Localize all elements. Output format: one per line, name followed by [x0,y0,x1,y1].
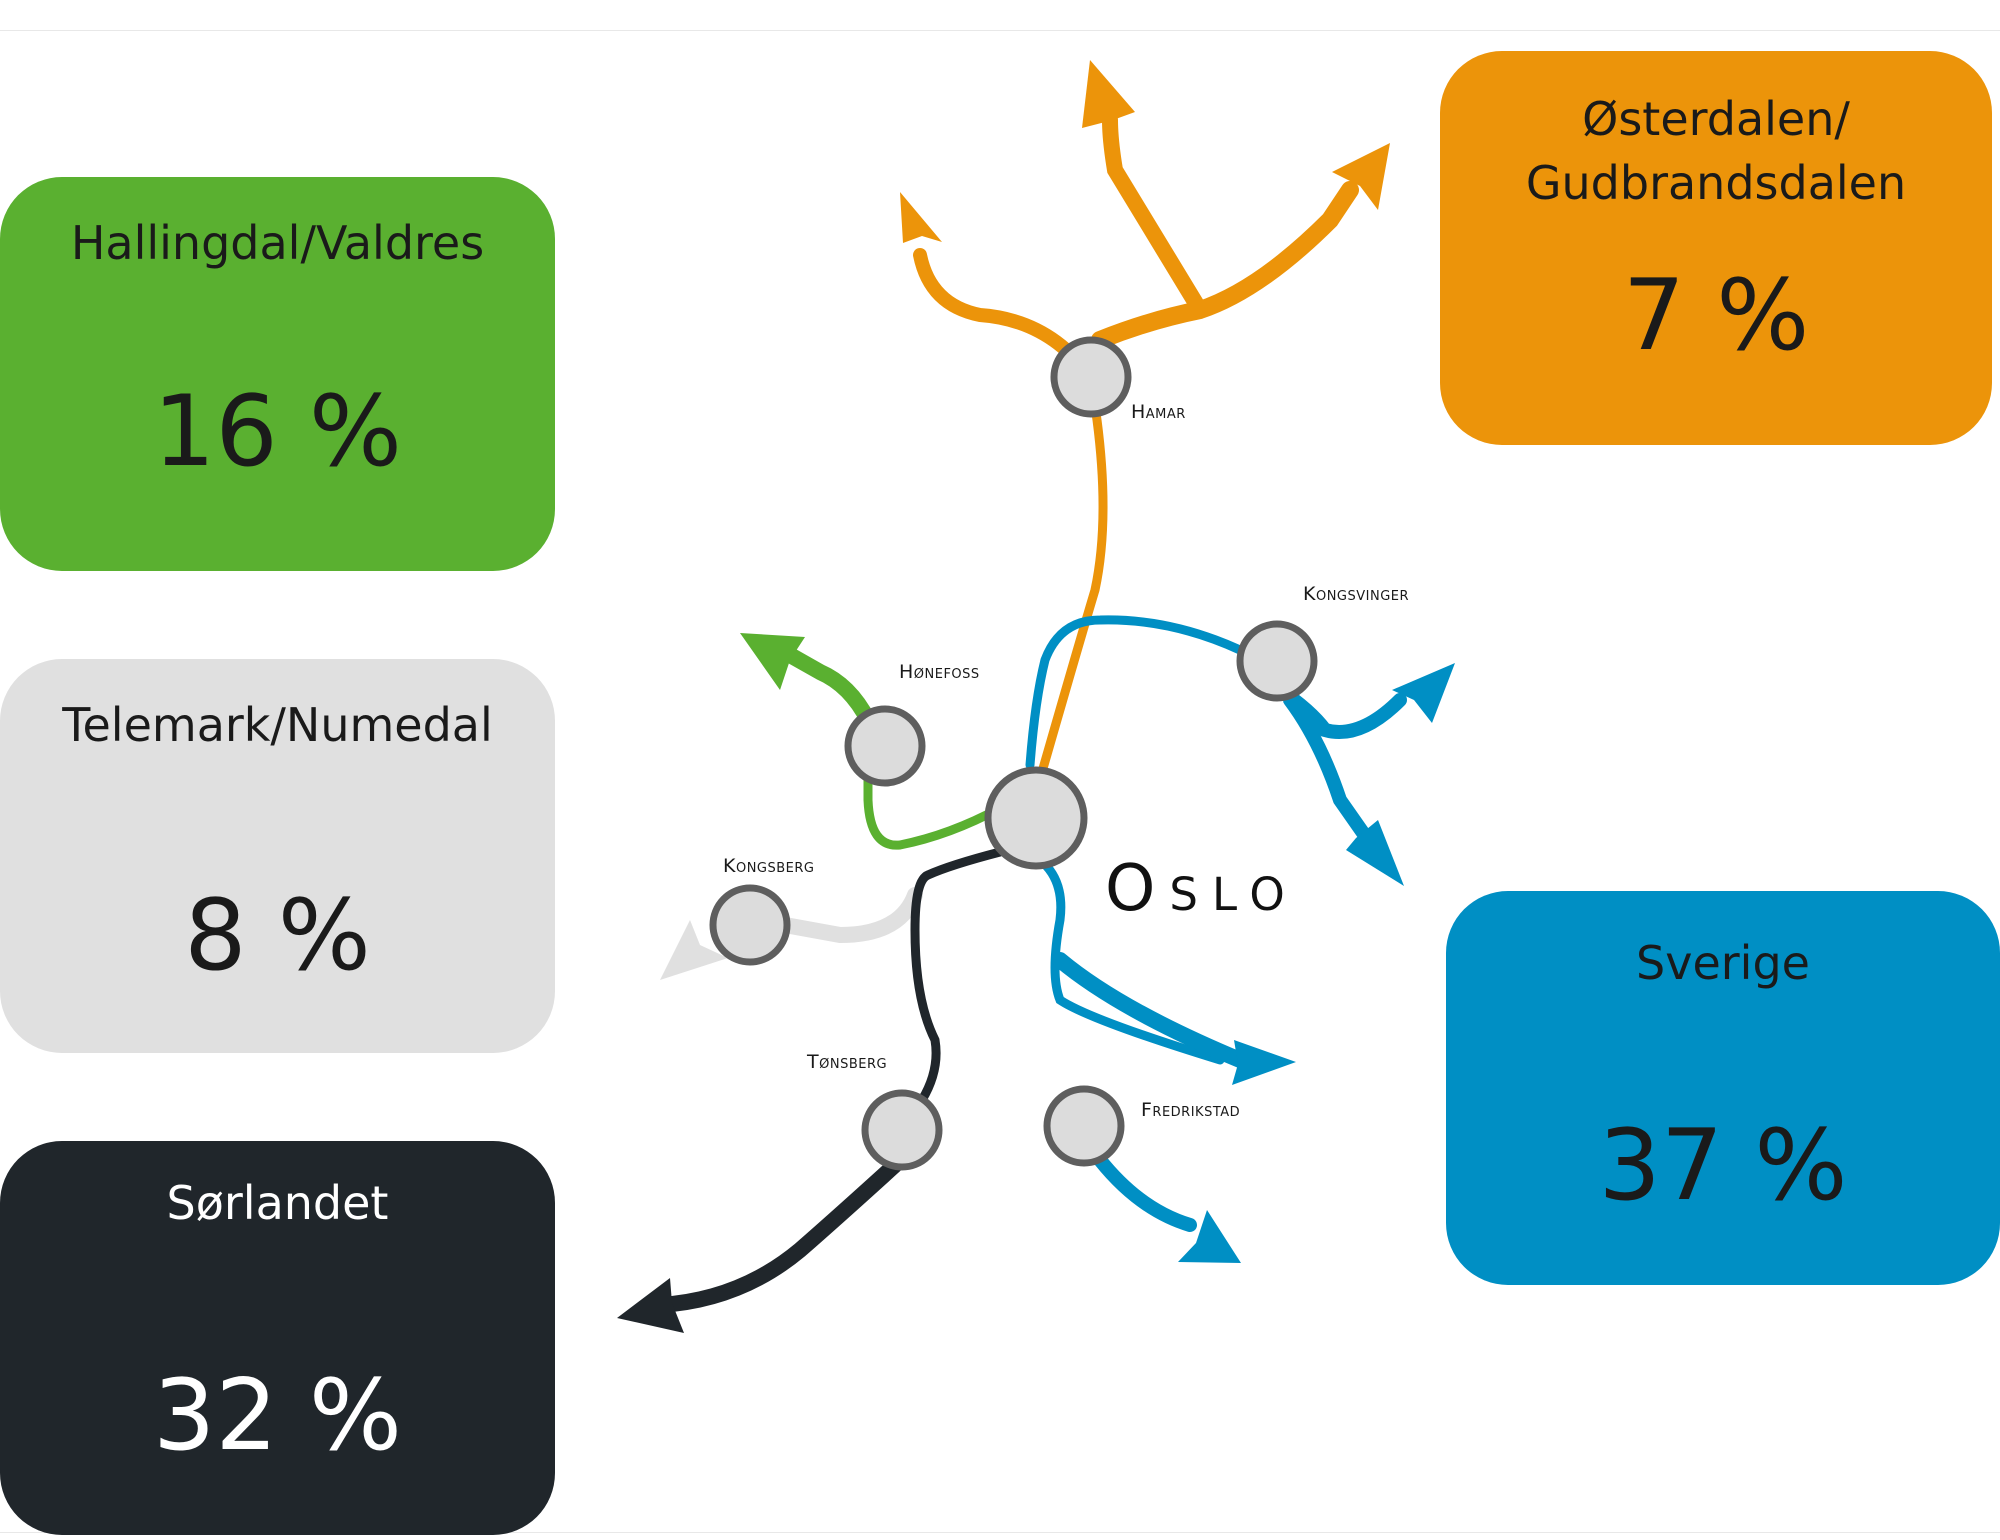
region-percent: 37 % [1598,1109,1848,1223]
arrow-kongsberg-west [660,920,728,980]
route-sorlandet [652,847,1005,1313]
region-label: Telemark/Numedal [62,698,493,752]
bottom-divider [0,1532,2000,1533]
city-label-hamar: Hamar [1131,401,1186,423]
city-label-fredrikstad: Fredrikstad [1141,1099,1241,1121]
city-label-tonsberg: Tønsberg [807,1051,888,1073]
arrow-kongsvinger-south [1346,820,1404,886]
region-label: Østerdalen/ Gudbrandsdalen [1525,92,1907,210]
arrow-north [1082,60,1135,128]
arrow-kongsvinger-east [1392,663,1455,723]
region-box-hallingdal-valdres: Hallingdal/Valdres 16 % [0,177,555,571]
city-label-honefoss: Hønefoss [899,661,980,683]
region-label: Sørlandet [166,1176,389,1230]
station-fredrikstad [1043,1085,1125,1167]
arrow-sorlandet-southwest [617,1278,684,1333]
arrow-fredrikstad [1178,1210,1241,1263]
city-label-kongsvinger: Kongsvinger [1303,583,1410,605]
region-percent: 32 % [153,1359,402,1473]
region-box-telemark-numedal: Telemark/Numedal 8 % [0,659,555,1053]
region-percent: 16 % [153,375,402,489]
arrow-honefoss-northwest [740,633,805,690]
arrow-north-west [900,192,942,243]
station-oslo [984,766,1088,870]
region-percent: 8 % [184,879,371,993]
route-telemark-numedal [777,887,923,944]
station-hamar [1050,336,1132,418]
station-honefoss [844,705,926,787]
region-label: Sverige [1636,936,1810,990]
region-box-sverige: Sverige 37 % [1446,891,2000,1285]
top-divider [0,30,2000,31]
arrow-north-east [1332,143,1390,210]
station-tonsberg [861,1089,943,1171]
region-label: Hallingdal/Valdres [70,216,485,270]
city-label-kongsberg: Kongsberg [723,855,815,877]
station-kongsvinger [1236,620,1318,702]
region-percent: 7 % [1622,259,1810,373]
region-box-sorlandet: Sørlandet 32 % [0,1141,555,1535]
arrow-oslo-southeast [1232,1040,1296,1085]
region-box-osterdalen-gudbrandsdalen: Østerdalen/ Gudbrandsdalen 7 % [1440,51,1992,445]
route-osterdalen-gudbrandsdalen [913,112,1359,777]
route-sverige [1025,615,1407,1232]
city-label-oslo: Oslo [1105,852,1299,926]
station-kongsberg [709,884,791,966]
